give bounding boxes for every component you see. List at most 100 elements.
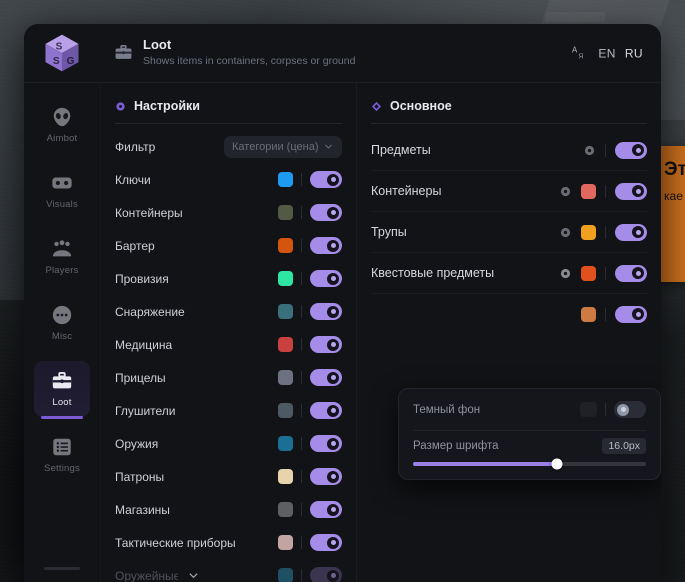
color-swatch[interactable] — [278, 337, 293, 352]
color-swatch[interactable] — [581, 306, 596, 322]
category-toggle[interactable] — [310, 402, 342, 419]
orange-panel-subtitle: кае — [664, 188, 683, 203]
color-swatch[interactable] — [278, 403, 293, 418]
sidebar-item-loot[interactable]: Loot — [34, 361, 90, 419]
row-separator — [301, 404, 302, 417]
filter-select-value: Категории (цена) — [232, 140, 319, 153]
category-toggle[interactable] — [310, 171, 342, 188]
color-swatch[interactable] — [278, 568, 293, 582]
category-toggle[interactable] — [310, 336, 342, 353]
color-swatch[interactable] — [581, 183, 596, 199]
option-label: Контейнеры — [371, 184, 442, 198]
gear-icon[interactable] — [583, 144, 596, 157]
category-toggle[interactable] — [310, 204, 342, 221]
gear-icon[interactable] — [559, 185, 572, 198]
alien-head-icon — [53, 107, 71, 127]
loot-category-row: Медицина — [115, 328, 342, 361]
row-separator — [301, 173, 302, 186]
category-label: Тактические приборы — [115, 535, 236, 550]
lang-button-en[interactable]: EN — [598, 46, 616, 60]
briefcase-icon — [115, 45, 132, 60]
divider — [115, 123, 342, 124]
loot-category-row: Оружейные части — [115, 559, 342, 582]
option-label: Предметы — [371, 143, 431, 157]
filter-select[interactable]: Категории (цена) — [224, 135, 342, 158]
color-swatch[interactable] — [278, 535, 293, 550]
main-panel-title: Основное — [390, 99, 452, 113]
settings-popup: Темный фон Размер шрифта 16.0px — [398, 388, 661, 480]
sidebar-item-misc[interactable]: Misc — [34, 295, 90, 351]
category-toggle[interactable] — [310, 303, 342, 320]
category-label: Контейнеры — [115, 205, 183, 220]
loot-category-row: Магазины — [115, 493, 342, 526]
sidebar-item-label: Settings — [44, 463, 80, 474]
app-logo: S S G — [24, 31, 100, 75]
color-swatch[interactable] — [278, 172, 293, 187]
page-subtitle: Shows items in containers, corpses or gr… — [143, 55, 356, 68]
divider — [371, 123, 647, 124]
category-toggle[interactable] — [310, 270, 342, 287]
option-toggle[interactable] — [615, 141, 647, 159]
color-swatch[interactable] — [278, 502, 293, 517]
font-size-row: Размер шрифта 16.0px — [413, 431, 646, 470]
loot-category-row: Прицелы — [115, 361, 342, 394]
category-toggle[interactable] — [310, 468, 342, 485]
category-toggle[interactable] — [310, 435, 342, 452]
sidebar-resize-handle[interactable] — [44, 567, 80, 570]
color-swatch[interactable] — [581, 224, 596, 240]
svg-text:A: A — [572, 45, 578, 54]
option-toggle[interactable] — [615, 264, 647, 282]
option-toggle[interactable] — [615, 223, 647, 241]
main-option-row: Трупы — [371, 212, 647, 253]
sidebar-item-players[interactable]: Players — [34, 229, 90, 285]
category-toggle[interactable] — [310, 237, 342, 254]
option-toggle[interactable] — [615, 305, 647, 323]
sidebar-item-aimbot[interactable]: Aimbot — [34, 97, 90, 153]
color-swatch[interactable] — [278, 469, 293, 484]
category-toggle[interactable] — [310, 567, 342, 582]
diamond-icon — [371, 101, 382, 111]
option-label: Трупы — [371, 225, 407, 239]
font-size-slider[interactable] — [413, 458, 646, 470]
category-label: Медицина — [115, 337, 173, 352]
option-toggle[interactable] — [615, 182, 647, 200]
gear-icon[interactable] — [559, 267, 572, 280]
color-swatch[interactable] — [278, 205, 293, 220]
category-toggle[interactable] — [310, 534, 342, 551]
color-swatch[interactable] — [278, 304, 293, 319]
row-separator — [301, 305, 302, 318]
row-separator — [301, 437, 302, 450]
sidebar-item-label: Loot — [52, 397, 72, 408]
category-toggle[interactable] — [310, 369, 342, 386]
goggles-icon — [52, 177, 72, 189]
main-option-row: Квестовые предметы — [371, 253, 647, 294]
color-swatch[interactable] — [278, 436, 293, 451]
dark-background-label: Темный фон — [413, 403, 481, 416]
color-swatch[interactable] — [580, 402, 597, 417]
dark-background-toggle[interactable] — [614, 401, 646, 418]
color-swatch[interactable] — [278, 271, 293, 286]
gear-icon[interactable] — [559, 226, 572, 239]
category-label: Оружия — [115, 436, 159, 451]
category-label: Магазины — [115, 502, 170, 517]
list-icon — [53, 438, 71, 456]
category-label: Оружейные части — [115, 568, 178, 582]
category-toggle[interactable] — [310, 501, 342, 518]
sg-cube-logo-icon: S S G — [45, 34, 79, 72]
option-label: Квестовые предметы — [371, 266, 495, 280]
lang-button-ru[interactable]: RU — [624, 46, 643, 60]
app-header: S S G Loot Shows items in containers, co… — [24, 24, 661, 83]
sidebar-item-visuals[interactable]: Visuals — [34, 163, 90, 219]
color-swatch[interactable] — [278, 238, 293, 253]
row-separator — [605, 307, 606, 321]
category-label: Глушители — [115, 403, 176, 418]
color-swatch[interactable] — [581, 265, 596, 281]
loot-category-row: Ключи — [115, 163, 342, 196]
app-body: Aimbot Visuals Players — [24, 83, 661, 582]
sidebar-item-settings[interactable]: Settings — [34, 427, 90, 483]
loot-category-row: Тактические приборы — [115, 526, 342, 559]
color-swatch[interactable] — [278, 370, 293, 385]
main-option-row — [371, 294, 647, 334]
briefcase-icon — [52, 372, 72, 389]
row-separator — [605, 225, 606, 239]
